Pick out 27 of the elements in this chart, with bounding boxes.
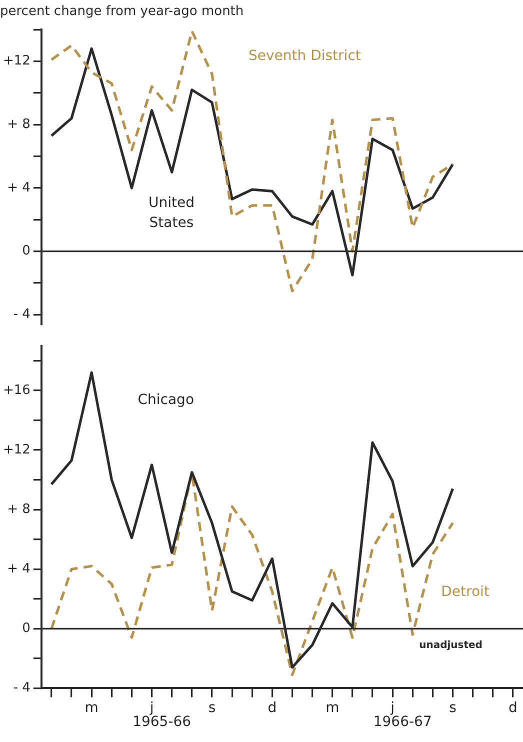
x-tick-label: m <box>84 700 98 716</box>
x-tick-label: j <box>390 700 395 716</box>
y-tick-label: - 4 <box>13 680 30 696</box>
y-tick-label: - 4 <box>13 307 30 322</box>
y-tick-label: + 4 <box>7 561 30 576</box>
y-tick-label: 0 <box>22 244 30 259</box>
y-tick-label: +16 <box>2 382 30 398</box>
y-tick-label: +12 <box>2 54 30 69</box>
text: Seventh District <box>248 48 362 64</box>
x-tick-label: j <box>148 700 154 716</box>
y-tick-label: + 8 <box>7 502 30 517</box>
y-tick-label: + 4 <box>7 180 30 196</box>
x-tick-label: s <box>449 700 456 716</box>
text: 1966-67 <box>373 714 432 730</box>
y-tick-label: 0 <box>22 621 30 636</box>
x-tick-label: d <box>268 700 277 716</box>
text: Chicago <box>138 392 194 408</box>
y-tick-label: + 8 <box>7 117 30 132</box>
annotation: unadjusted <box>419 640 482 651</box>
y-tick-label: +12 <box>2 442 30 458</box>
series-label: Detroit <box>441 584 490 600</box>
text: 1965-66 <box>132 714 192 730</box>
series-label: United States <box>148 195 194 232</box>
y-axis-title: percent change from year-ago month <box>0 4 244 20</box>
x-tick-label: d <box>508 700 518 716</box>
x-tick-label: s <box>208 700 216 716</box>
x-tick-label: m <box>326 700 340 716</box>
